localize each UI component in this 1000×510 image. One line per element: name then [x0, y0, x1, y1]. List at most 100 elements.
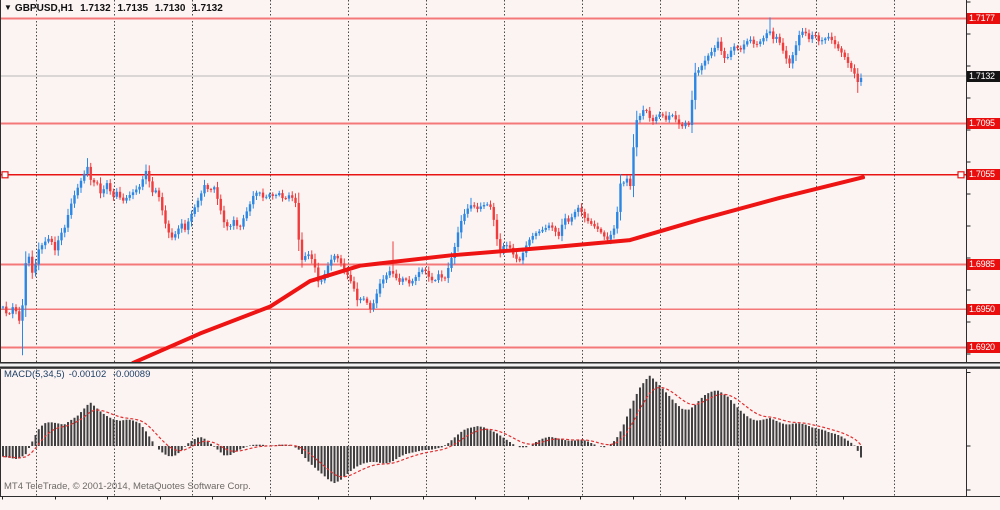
candle-body: [274, 195, 278, 196]
candle-body: [460, 220, 463, 233]
macd-histogram-bar: [392, 446, 394, 462]
macd-value: -0.00102: [68, 369, 107, 380]
candle-body: [612, 228, 616, 235]
macd-histogram-bar: [603, 446, 606, 448]
macd-histogram-bar: [47, 422, 50, 446]
macd-histogram-bar: [96, 408, 99, 446]
macd-histogram-bar: [213, 446, 216, 447]
macd-histogram-bar: [531, 444, 534, 446]
level-line-handle[interactable]: [1, 171, 9, 179]
macd-signal-value: -0.00089: [112, 369, 151, 380]
candle-body: [346, 269, 349, 275]
time-axis[interactable]: 18 Jun 201419 Jun 06:0019 Jun 22:0020 Ju…: [0, 497, 1000, 510]
candle-body: [820, 40, 824, 42]
candle-body: [531, 235, 534, 240]
macd-histogram-bar: [548, 436, 550, 446]
macd-histogram-bar: [704, 395, 706, 446]
candle-body: [781, 42, 785, 51]
candle-body: [414, 277, 417, 281]
candle-body: [112, 191, 115, 197]
candle-body: [375, 293, 378, 304]
candle-body: [102, 189, 105, 194]
candle-body: [723, 51, 726, 58]
candle-body: [463, 213, 466, 221]
candle-body: [469, 205, 473, 209]
macd-histogram-bar: [89, 402, 92, 446]
macd-histogram-bar: [255, 444, 258, 446]
macd-histogram-bar: [379, 446, 381, 463]
candle-body: [629, 178, 632, 186]
candle-body: [362, 298, 365, 300]
macd-histogram-bar: [720, 392, 723, 446]
candle-body: [427, 270, 430, 277]
macd-histogram-bar: [782, 423, 784, 446]
candle-body: [404, 278, 408, 280]
candle-body: [398, 278, 401, 282]
macd-histogram-bar: [109, 417, 112, 446]
candle-body: [261, 192, 265, 198]
macd-histogram-bar: [847, 440, 849, 446]
candle-body: [99, 183, 102, 194]
macd-histogram-bar: [54, 422, 56, 446]
panel-splitter[interactable]: [0, 362, 1000, 368]
macd-histogram-bar: [707, 393, 710, 446]
candle-body: [193, 207, 196, 214]
macd-histogram-bar: [73, 417, 76, 446]
candle-body: [765, 33, 768, 39]
level-line-handle[interactable]: [957, 171, 965, 179]
macd-histogram-bar: [661, 388, 664, 446]
macd-histogram-bar: [336, 446, 339, 482]
candle-body: [655, 116, 658, 122]
trendline[interactable]: [131, 175, 865, 365]
macd-histogram-bar: [843, 438, 846, 446]
macd-histogram-bar: [395, 446, 398, 460]
macd-histogram-bar: [353, 446, 355, 469]
macd-histogram-bar: [119, 420, 121, 446]
macd-signal-line: [2, 386, 862, 478]
candle-body: [294, 197, 297, 203]
macd-histogram-bar: [314, 446, 316, 468]
candle-body: [590, 221, 593, 224]
candle-body: [434, 280, 437, 281]
candle-body: [187, 221, 190, 230]
level-price-badge: 1.7177: [967, 13, 1000, 25]
macd-histogram-bar: [401, 446, 404, 456]
macd-histogram-bar: [362, 446, 365, 464]
candle-body: [632, 147, 635, 186]
macd-histogram-bar: [11, 446, 14, 459]
macd-histogram-bar: [613, 441, 615, 446]
candle-body: [307, 254, 310, 257]
candle-body: [648, 110, 651, 118]
candle-body: [707, 55, 710, 61]
candle-body: [791, 55, 794, 64]
current-price-badge: 1.7132: [967, 70, 1000, 82]
macd-histogram-bar: [746, 416, 749, 446]
symbol-dropdown-icon[interactable]: ▼: [4, 3, 12, 12]
candle-body: [450, 258, 453, 268]
macd-histogram-bar: [242, 446, 245, 448]
candle-body: [174, 234, 177, 238]
candle-body: [258, 192, 261, 194]
candle-body: [677, 119, 681, 125]
macd-histogram-bar: [619, 431, 622, 446]
candle-body: [203, 185, 206, 194]
macd-histogram-bar: [593, 444, 596, 446]
candle-body: [1, 306, 5, 308]
candle-body: [5, 306, 8, 314]
candle-body: [66, 214, 70, 228]
macd-histogram-bar: [112, 419, 115, 446]
candle-body: [456, 232, 460, 247]
macd-histogram-bar: [327, 446, 329, 480]
candle-body: [482, 205, 486, 207]
candle-body: [167, 223, 170, 233]
macd-histogram-bar: [34, 435, 37, 446]
candle-body: [57, 240, 60, 251]
macd-histogram-bar: [460, 431, 463, 446]
macd-histogram-bar: [639, 387, 641, 446]
candle-body: [424, 269, 427, 271]
macd-histogram-bar: [551, 437, 554, 446]
macd-histogram-bar: [509, 442, 511, 446]
chart-header: ▼ GBPUSD,H1 1.7132 1.7135 1.7130 1.7132: [4, 3, 227, 14]
macd-histogram-bar: [167, 446, 170, 457]
